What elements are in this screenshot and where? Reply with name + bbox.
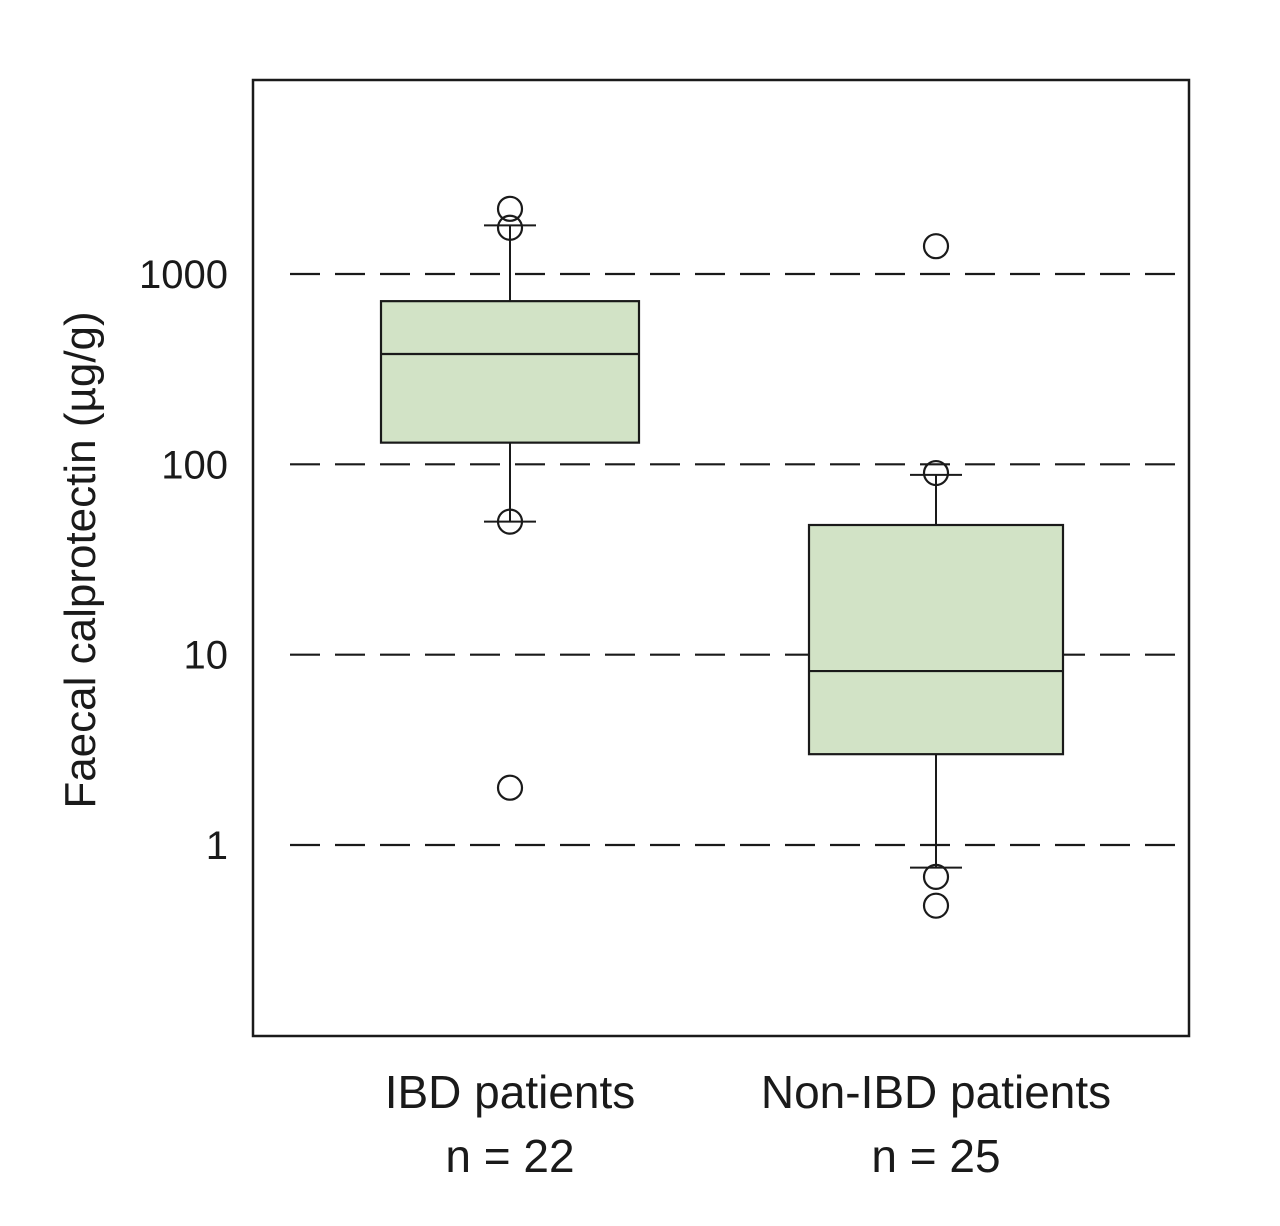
outlier-point bbox=[922, 892, 950, 919]
box-1 bbox=[379, 195, 641, 801]
outlier-point bbox=[922, 233, 950, 260]
boxes bbox=[379, 195, 1065, 919]
box-2 bbox=[807, 233, 1065, 919]
y-tick-label: 10 bbox=[184, 634, 229, 678]
plot-frame bbox=[251, 78, 1191, 1038]
y-axis-label: Faecal calprotectin (µg/g) bbox=[56, 311, 105, 808]
outlier-point bbox=[496, 214, 524, 241]
box-iqr bbox=[807, 523, 1065, 756]
y-tick-label: 1 bbox=[206, 824, 228, 868]
box-iqr bbox=[379, 300, 641, 444]
outlier-point bbox=[496, 774, 524, 801]
category-label: Non-IBD patients bbox=[761, 1066, 1111, 1118]
outlier-point bbox=[496, 195, 524, 222]
category-labels: IBD patients n = 22 Non-IBD patients n = 25 bbox=[385, 1066, 1111, 1182]
y-tick-label: 100 bbox=[161, 443, 228, 487]
category-n-label: n = 22 bbox=[445, 1130, 574, 1182]
y-tick-label: 1000 bbox=[139, 253, 228, 297]
category-n-label: n = 25 bbox=[871, 1130, 1000, 1182]
y-tick-labels: 1 10 100 1000 bbox=[139, 253, 228, 868]
outlier-point bbox=[496, 508, 524, 535]
outlier-point bbox=[922, 863, 950, 890]
category-label: IBD patients bbox=[385, 1066, 636, 1118]
outlier-point bbox=[922, 459, 950, 487]
